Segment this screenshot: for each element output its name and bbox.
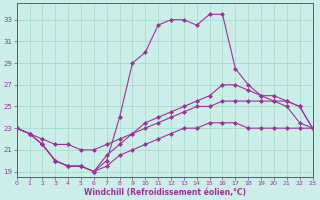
X-axis label: Windchill (Refroidissement éolien,°C): Windchill (Refroidissement éolien,°C) xyxy=(84,188,245,197)
